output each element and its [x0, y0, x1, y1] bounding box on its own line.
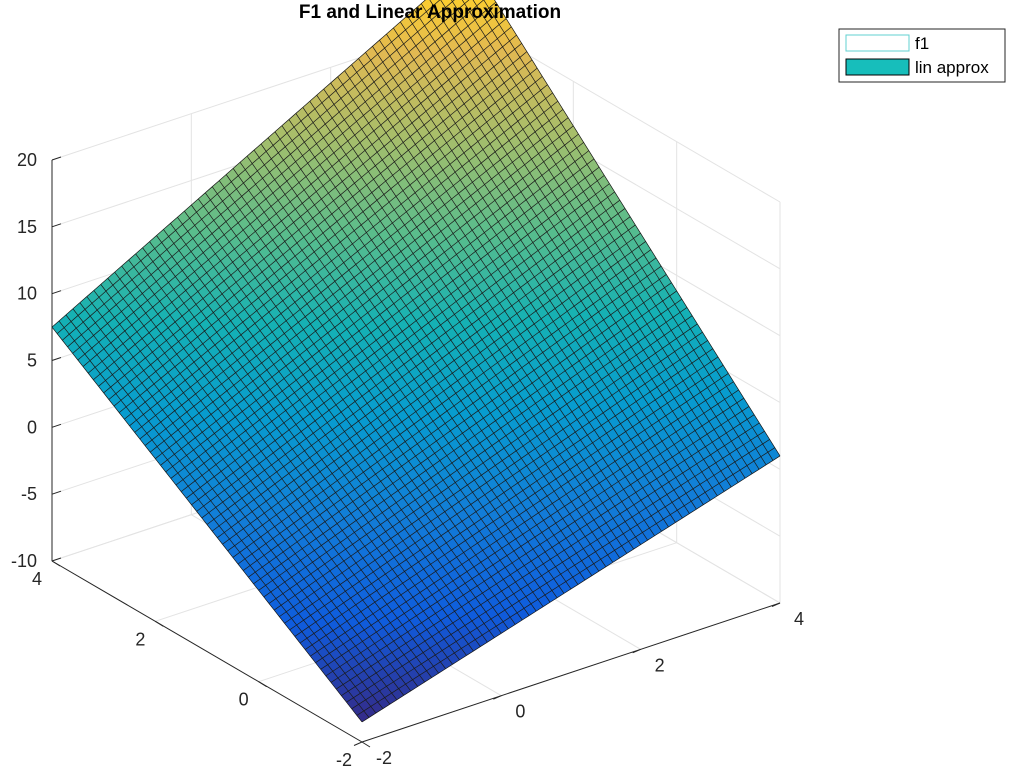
- x-axis-line: [361, 602, 781, 743]
- z-tick-label: 15: [17, 217, 37, 237]
- z-tick-mark: [51, 156, 62, 161]
- mesh-line-y: [77, 1, 497, 361]
- z-tick-mark: [51, 223, 62, 228]
- mesh-layer: [51, 0, 781, 723]
- mesh-line-x: [429, 0, 739, 483]
- x-tick-mark: [353, 741, 363, 746]
- chart-title: F1 and Linear Approximation: [299, 2, 561, 23]
- mesh-line-x: [472, 0, 767, 466]
- mesh-line-y: [72, 0, 485, 354]
- y-tick-label: 2: [135, 629, 145, 649]
- mesh-line-y: [56, 0, 441, 334]
- surface-patch: [461, 0, 470, 5]
- x-tick-label: -2: [376, 748, 392, 768]
- mesh-line-x: [407, 15, 718, 497]
- legend-label-lin-approx: lin approx: [915, 58, 989, 77]
- mesh-line-y: [103, 43, 522, 394]
- axes-layer: [51, 156, 781, 748]
- z-tick-label: -10: [11, 551, 37, 571]
- z-tick-mark: [51, 290, 62, 295]
- legend-swatch-f1: [845, 34, 910, 52]
- legend-swatch-lin-approx: [845, 58, 910, 76]
- x-tick-mark: [493, 695, 502, 700]
- z-tick-mark: [51, 490, 62, 495]
- mesh-line-y: [93, 26, 512, 380]
- mesh-line-x: [440, 0, 746, 479]
- z-tick-label: 0: [27, 417, 37, 437]
- z-tick-label: -5: [21, 484, 37, 504]
- mesh-line-x: [420, 3, 732, 488]
- z-tick-label: 20: [17, 150, 37, 170]
- mesh-line-y: [51, 0, 426, 328]
- y-tick-label: 4: [32, 569, 42, 589]
- z-tick-label: 5: [27, 351, 37, 371]
- z-tick-label: 10: [17, 284, 37, 304]
- x-tick-label: 4: [794, 609, 804, 629]
- mesh-line-y: [62, 0, 455, 341]
- mesh-line-y: [67, 0, 470, 348]
- legend-label-f1: f1: [915, 34, 929, 53]
- z-tick-mark: [51, 423, 62, 428]
- y-tick-mark: [258, 681, 267, 688]
- mesh-line-x: [461, 0, 760, 470]
- mesh-line-y: [87, 18, 507, 374]
- mesh-line-x: [483, 0, 774, 461]
- y-tick-mark: [155, 620, 164, 627]
- x-tick-mark: [632, 648, 641, 654]
- x-tick-label: 0: [515, 702, 525, 722]
- mesh-line-y: [82, 10, 502, 367]
- x-tick-label: 2: [655, 655, 665, 675]
- z-tick-mark: [51, 357, 62, 361]
- x-tick-mark: [771, 602, 781, 607]
- y-tick-mark: [361, 741, 371, 748]
- legend[interactable]: f1 lin approx: [838, 28, 1006, 83]
- z-tick-mark: [51, 557, 62, 562]
- mesh-line-x: [413, 9, 725, 492]
- mesh-line-y: [98, 34, 517, 387]
- y-tick-mark: [51, 560, 61, 567]
- y-tick-label: -2: [336, 750, 352, 770]
- mesh-line-x: [494, 0, 781, 457]
- y-axis-line: [51, 560, 363, 743]
- y-tick-label: 0: [239, 690, 249, 710]
- mesh-line-x: [451, 0, 753, 474]
